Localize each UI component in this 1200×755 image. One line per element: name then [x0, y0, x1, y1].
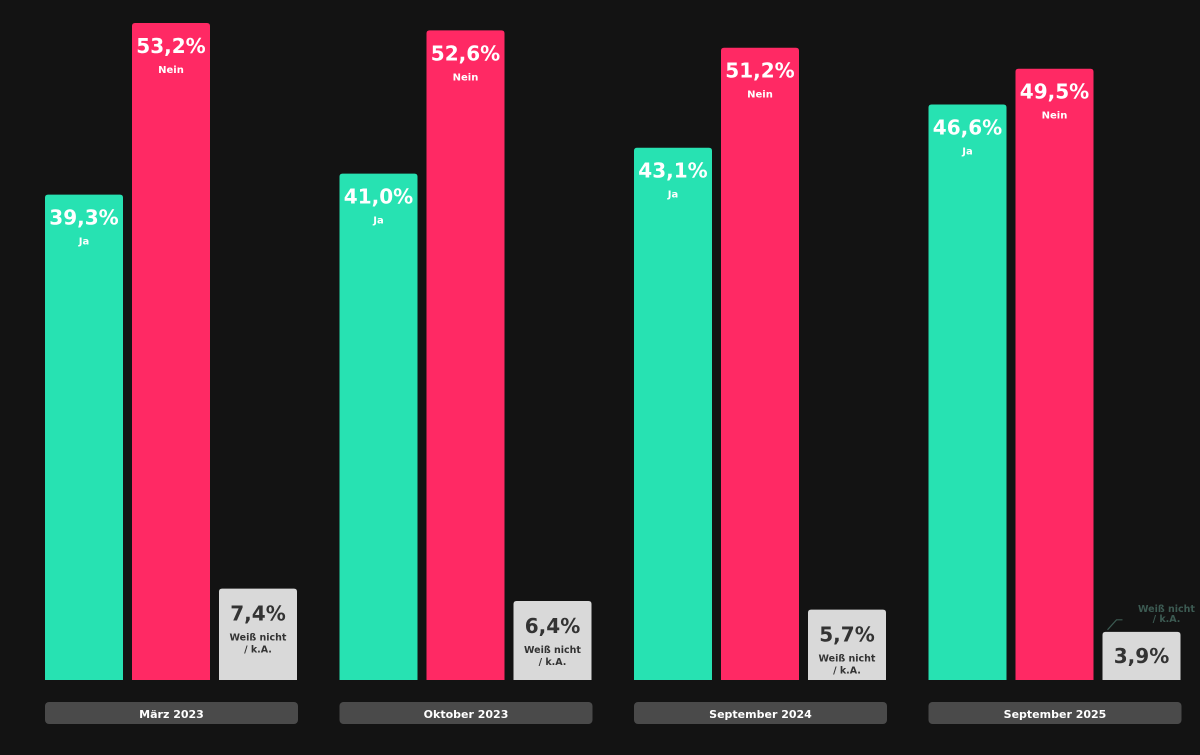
series-label-ja-1: Ja	[372, 216, 383, 227]
series-label-unknown-0-0: Weiß nicht	[230, 633, 287, 644]
value-label-unknown-3: 3,9%	[1114, 644, 1169, 668]
bar-unknown-0	[219, 588, 297, 680]
bar-nein-3	[1015, 68, 1094, 681]
series-label-unknown-2-1: / k.A.	[833, 666, 861, 677]
value-label-nein-0: 53,2%	[136, 34, 205, 58]
series-label-nein-1: Nein	[453, 72, 479, 83]
bar-nein-2	[721, 47, 799, 681]
series-label-unknown-3-1: / k.A.	[1153, 614, 1181, 625]
series-label-unknown-2-0: Weiß nicht	[819, 654, 876, 665]
category-label-2: September 2024	[709, 708, 812, 721]
category-pill-2	[634, 702, 887, 724]
value-label-unknown-1: 6,4%	[525, 614, 580, 638]
category-pill-3	[928, 702, 1182, 724]
category-label-0: März 2023	[139, 708, 204, 721]
value-label-ja-1: 41,0%	[344, 185, 413, 209]
series-label-unknown-0-1: / k.A.	[244, 645, 272, 656]
bar-ja-0	[45, 194, 123, 680]
category-label-3: September 2025	[1004, 708, 1107, 721]
leader-line-unknown-3	[1107, 619, 1123, 631]
value-label-nein-2: 51,2%	[725, 59, 794, 83]
bar-nein-0	[132, 23, 210, 680]
value-label-ja-3: 46,6%	[933, 116, 1002, 140]
series-label-ja-3: Ja	[961, 147, 972, 158]
bar-ja-1	[339, 173, 418, 681]
series-label-unknown-1-1: / k.A.	[539, 657, 567, 668]
value-label-unknown-0: 7,4%	[230, 602, 285, 626]
category-label-1: Oktober 2023	[424, 708, 509, 721]
category-pill-1	[339, 702, 593, 724]
bar-nein-1	[426, 30, 505, 680]
series-label-unknown-1-0: Weiß nicht	[524, 645, 581, 656]
bar-unknown-2	[808, 609, 886, 680]
series-label-ja-0: Ja	[78, 237, 89, 248]
series-label-nein-2: Nein	[747, 90, 773, 101]
series-label-ja-2: Ja	[667, 190, 678, 201]
category-pill-0	[45, 702, 298, 724]
bar-unknown-1	[513, 600, 592, 680]
value-label-nein-3: 49,5%	[1020, 80, 1089, 104]
bar-ja-3	[928, 104, 1007, 681]
series-label-nein-3: Nein	[1042, 111, 1068, 122]
series-label-nein-0: Nein	[158, 65, 184, 76]
value-label-ja-0: 39,3%	[49, 206, 118, 230]
value-label-nein-1: 52,6%	[431, 41, 500, 65]
series-label-unknown-3-0: Weiß nicht	[1138, 604, 1195, 615]
bar-unknown-3	[1102, 631, 1181, 680]
value-label-ja-2: 43,1%	[638, 159, 707, 183]
bar-ja-2	[634, 147, 712, 680]
value-label-unknown-2: 5,7%	[819, 623, 874, 647]
